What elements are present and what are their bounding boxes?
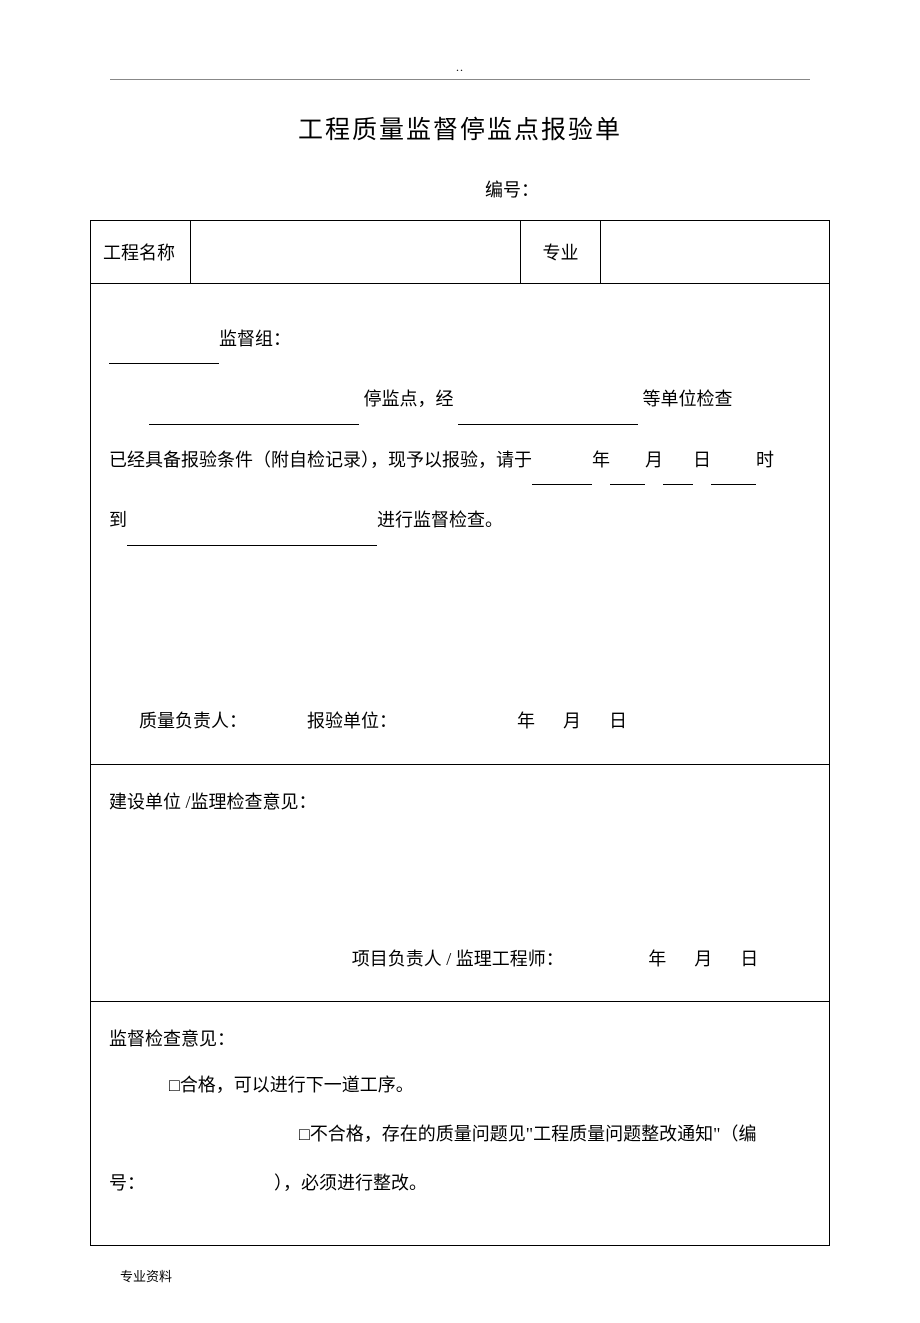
serial-number-row: 编号：: [90, 176, 830, 202]
blank-units[interactable]: [458, 407, 638, 425]
construction-opinion-heading: 建设单位 /监理检查意见：: [109, 779, 811, 826]
supervisor-group-line: 监督组：: [109, 314, 811, 364]
page-title: 工程质量监督停监点报验单: [90, 110, 830, 146]
specialty-label: 专业: [521, 221, 601, 284]
main-body-cell: 监督组： 停监点，经 等单位检查 已经具备报验条件（附自检记录），现予以报验，请…: [91, 284, 830, 765]
signature-row-2: 项目负责人 / 监理工程师： 年 月 日: [109, 936, 811, 983]
year-label-2: 年: [517, 696, 535, 746]
fail-text-pre: 不合格，存在的质量问题见"工程质量问题整改通知"（编: [310, 1124, 757, 1144]
to-label: 到: [109, 510, 127, 530]
pass-text: 合格，可以进行下一道工序。: [180, 1075, 414, 1095]
footer-text: 专业资料: [120, 1266, 830, 1285]
supervision-opinion-cell: 监督检查意见： □合格，可以进行下一道工序。 □不合格，存在的质量问题见"工程质…: [91, 1001, 830, 1245]
fail-text-post: ），必须进行整改。: [274, 1173, 427, 1193]
conditions-line: 已经具备报验条件（附自检记录），现予以报验，请于 年 月 日 时: [109, 435, 811, 485]
day-label: 日: [693, 450, 711, 470]
blank-hour[interactable]: [711, 467, 756, 485]
pass-option: □合格，可以进行下一道工序。: [169, 1062, 811, 1111]
date-fields-2: 年 月 日: [648, 936, 758, 983]
checkbox-pass-icon[interactable]: □: [169, 1064, 180, 1111]
checkbox-fail-icon[interactable]: □: [299, 1113, 310, 1160]
day-label-3: 日: [740, 936, 758, 983]
specialty-value[interactable]: [601, 221, 830, 284]
year-label-3: 年: [648, 936, 666, 983]
supervision-opinion-heading: 监督检查意见：: [109, 1016, 811, 1063]
header-rule: [110, 79, 810, 80]
project-engineer-label: 项目负责人 / 监理工程师：: [352, 949, 564, 969]
blank-month[interactable]: [610, 467, 645, 485]
month-label-2: 月: [563, 696, 581, 746]
month-label-3: 月: [694, 936, 712, 983]
month-label: 月: [645, 450, 663, 470]
serial-label: 编号：: [485, 180, 539, 200]
stop-point-end: 等单位检查: [643, 389, 733, 409]
blank-year[interactable]: [532, 467, 592, 485]
signature-row-1: 质量负责人： 报验单位： 年 月 日: [109, 696, 811, 746]
blank-day[interactable]: [663, 467, 693, 485]
year-label: 年: [592, 450, 610, 470]
inspect-unit-label: 报验单位：: [307, 696, 397, 746]
fail-num-label: 号：: [109, 1173, 145, 1193]
project-name-value[interactable]: [191, 221, 521, 284]
quality-responsible-label: 质量负责人：: [139, 696, 247, 746]
header-row: 工程名称 专业: [91, 221, 830, 284]
blank-location[interactable]: [127, 528, 377, 546]
fail-option-line2: 号： ），必须进行整改。: [109, 1160, 811, 1207]
project-name-label: 工程名称: [91, 221, 191, 284]
conditions-text: 已经具备报验条件（附自检记录），现予以报验，请于: [109, 450, 532, 470]
supervisor-group-label: 监督组：: [219, 329, 291, 349]
blank-stoppoint[interactable]: [149, 407, 359, 425]
document-page: .. 工程质量监督停监点报验单 编号： 工程名称 专业 监督组： 停监点，经 等…: [0, 0, 920, 1323]
fail-option-line1: □不合格，存在的质量问题见"工程质量问题整改通知"（编: [299, 1111, 811, 1160]
stop-point-line: 停监点，经 等单位检查: [149, 374, 811, 424]
location-line: 到 进行监督检查。: [109, 495, 811, 545]
construction-opinion-cell: 建设单位 /监理检查意见： 项目负责人 / 监理工程师： 年 月 日: [91, 764, 830, 1001]
blank-supervisor[interactable]: [109, 346, 219, 364]
inspect-label: 进行监督检查。: [377, 510, 503, 530]
day-label-2: 日: [609, 696, 627, 746]
stop-point-mid: 停监点，经: [364, 389, 454, 409]
hour-label: 时: [756, 450, 774, 470]
date-fields-1: 年 月 日: [517, 696, 627, 746]
header-dots: ..: [90, 60, 830, 75]
form-table: 工程名称 专业 监督组： 停监点，经 等单位检查 已经具备报验条件（附自检记录）…: [90, 220, 830, 1246]
